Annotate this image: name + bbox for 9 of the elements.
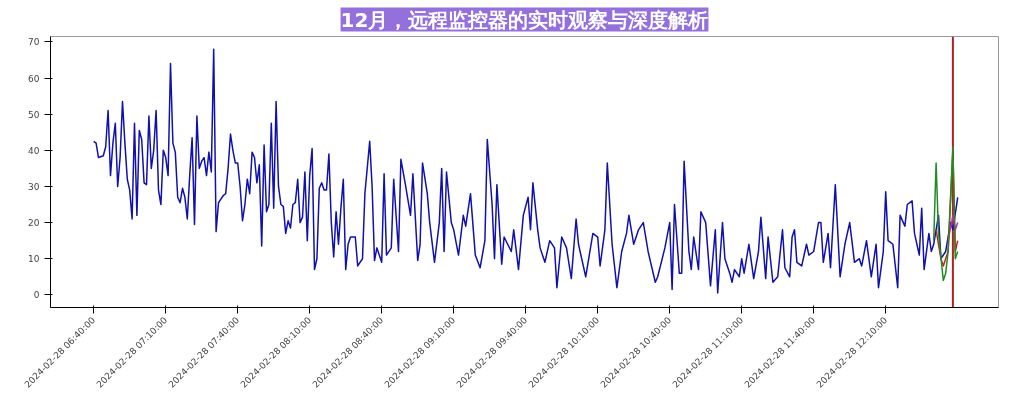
- y-tick-label: 50: [28, 109, 40, 120]
- y-tick-label: 20: [28, 218, 40, 229]
- y-tick-label: 30: [28, 181, 40, 192]
- y-tick-label: 70: [28, 37, 40, 48]
- chart-title: 12月，远程监控器的实时观察与深度解析: [340, 7, 709, 32]
- y-tick-label: 0: [33, 290, 40, 301]
- y-tick-label: 10: [28, 254, 40, 265]
- y-tick-label: 60: [28, 73, 40, 84]
- y-tick-label: 40: [28, 145, 40, 156]
